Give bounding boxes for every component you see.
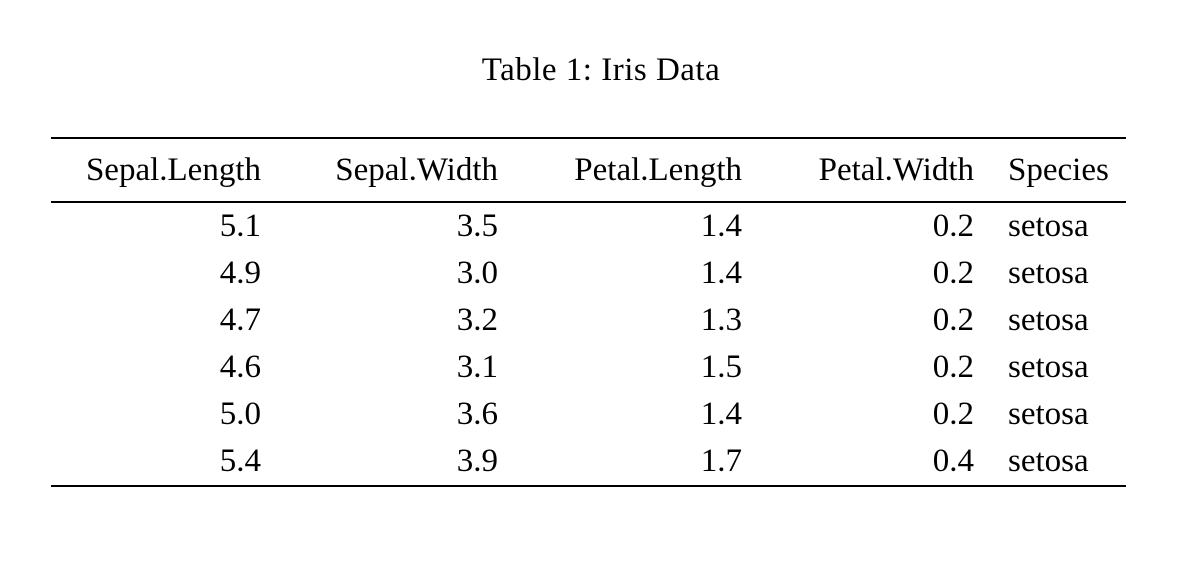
table-cell: 1.3 (700, 302, 742, 338)
table-cell: 1.7 (700, 443, 742, 479)
table-cell: setosa (1008, 302, 1089, 338)
table-cell: 5.1 (219, 208, 261, 244)
table-cell: 5.0 (219, 396, 261, 432)
table-cell: 3.0 (456, 255, 498, 291)
table-cell: 0.2 (932, 396, 974, 432)
table-cell: 4.9 (219, 255, 261, 291)
table-cell: setosa (1008, 396, 1089, 432)
table-row: 5.1 3.5 1.4 0.2 setosa (51, 202, 1126, 250)
table-cell: 1.5 (700, 349, 742, 385)
header-row: Sepal.Length Sepal.Width Petal.Length Petal… (51, 138, 1126, 202)
table-cell: 3.1 (456, 349, 498, 385)
table-cell: 0.2 (932, 349, 974, 385)
table-cell: setosa (1008, 349, 1089, 385)
table-cell: 3.6 (456, 396, 498, 432)
table-cell: setosa (1008, 255, 1089, 291)
table-cell: 0.4 (932, 443, 974, 479)
table-row: 5.0 3.6 1.4 0.2 setosa (51, 391, 1126, 438)
table-cell: 0.2 (932, 302, 974, 338)
table-body: 5.1 3.5 1.4 0.2 setosa 4.9 3.0 1.4 0.2 setosa 4.7 3… (51, 202, 1126, 486)
table-cell: 1.4 (700, 255, 742, 291)
table-cell: 4.6 (219, 349, 261, 385)
table-row: 4.9 3.0 1.4 0.2 setosa (51, 250, 1126, 297)
table-cell: 4.7 (219, 302, 261, 338)
table-row: 4.6 3.1 1.5 0.2 setosa (51, 344, 1126, 391)
column-header-petal-width: Petal.Width (818, 151, 974, 188)
table-cell: 3.2 (456, 302, 498, 338)
table-row: 4.7 3.2 1.3 0.2 setosa (51, 297, 1126, 344)
table-caption: Table 1: Iris Data (481, 52, 721, 88)
table-cell: 1.4 (700, 208, 742, 244)
table-cell: 1.4 (700, 396, 742, 432)
table-cell: 0.2 (932, 255, 974, 291)
table-cell: setosa (1008, 208, 1089, 244)
table-cell: 3.5 (456, 208, 498, 244)
column-header-sepal-length: Sepal.Length (85, 151, 261, 188)
column-header-petal-length: Petal.Length (574, 151, 742, 188)
table-cell: 3.9 (456, 443, 498, 479)
column-header-sepal-width: Sepal.Width (335, 151, 498, 188)
table-cell: 5.4 (219, 443, 261, 479)
table-row: 5.4 3.9 1.7 0.4 setosa (51, 438, 1126, 486)
table-cell: setosa (1008, 443, 1089, 479)
table-cell: 0.2 (932, 208, 974, 244)
column-header-species: Species (1008, 151, 1109, 188)
iris-table: Sepal.Length Sepal.Width Petal.Length Petal… (51, 137, 1126, 487)
